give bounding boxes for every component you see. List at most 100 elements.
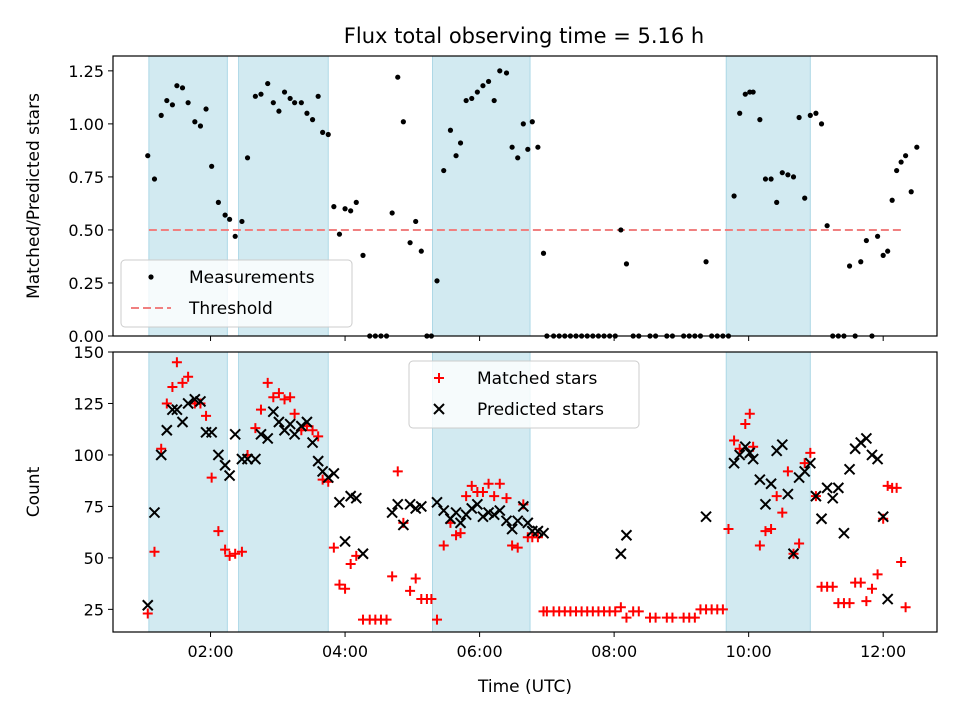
data-point [222,212,228,218]
data-point [744,408,755,419]
data-point [386,506,398,519]
data-point [827,492,839,504]
data-point [287,95,293,102]
data-point [334,579,345,590]
data-point [192,119,198,125]
data-point [474,89,480,95]
x-tick-label: 12:00 [860,642,906,661]
data-point [838,527,850,539]
data-point [610,606,621,617]
data-point [357,548,369,560]
data-point [471,498,484,511]
data-point [615,602,626,613]
data-point [230,548,241,559]
data-point [515,155,521,161]
data-point [765,478,777,490]
data-point [387,571,398,582]
data-point [827,581,838,592]
data-point [891,482,902,493]
data-point [161,424,173,436]
legend: Matched stars Predicted stars [408,360,640,429]
data-point [747,453,759,465]
data-point [855,577,866,588]
data-point [434,278,440,284]
data-point [457,140,464,146]
y-tick-label: 25 [84,600,104,619]
data-point [776,438,788,451]
data-point [212,449,225,461]
data-point [754,540,765,551]
data-point [389,210,395,216]
data-point [285,392,296,403]
data-point [908,189,914,195]
data-point [740,419,751,430]
data-point [353,199,359,205]
data-point [810,490,822,502]
data-point [289,408,300,419]
data-point [179,85,186,91]
data-point [463,97,469,104]
data-point [477,510,489,523]
data-point [621,612,632,623]
data-point [279,394,290,405]
y-tick-label: 0.50 [68,221,104,240]
data-point [151,176,158,182]
data-point [203,106,209,112]
data-point [894,167,900,174]
data-point [333,496,346,509]
data-point [729,435,740,446]
data-point [167,382,178,392]
data-point [537,527,550,539]
data-point [802,195,808,201]
data-point [750,89,756,95]
data-point [766,524,777,535]
data-point [815,513,828,525]
data-point [171,403,183,416]
legend: Measurements Threshold [120,259,353,328]
data-point [270,100,276,106]
data-point [491,97,497,104]
data-point [762,176,769,182]
data-point [522,517,534,529]
data-point [866,583,877,594]
data-point [164,97,170,104]
y-tick-label: 100 [73,446,104,465]
data-point [807,112,813,118]
data-point [350,492,362,504]
data-point [497,68,503,74]
data-point [276,108,282,114]
data-point [232,233,238,239]
data-point [182,397,194,410]
data-point [774,199,780,205]
data-point [342,206,348,212]
shaded-interval [725,55,811,337]
data-point [273,388,284,399]
data-point [336,231,343,237]
data-point [252,93,258,99]
data-point [466,480,477,491]
data-point [799,458,810,469]
shaded-interval [432,55,531,337]
data-point [535,144,541,150]
data-point [339,535,351,548]
data-point [866,449,878,461]
data-point [185,100,191,106]
data-point [229,428,241,441]
data-point [405,585,416,596]
data-point [489,491,500,502]
data-point [392,498,404,511]
data-point [794,538,805,549]
data-point [824,223,830,229]
data-point [633,606,644,617]
data-point [410,573,421,584]
data-point [861,596,872,607]
data-point [477,487,488,497]
data-point [171,357,182,368]
data-point [215,199,221,205]
data-point [320,129,326,135]
data-point [903,153,909,159]
data-point [517,500,530,513]
data-point [509,144,515,150]
data-point [404,498,416,511]
y-tick-label: 75 [84,497,104,516]
